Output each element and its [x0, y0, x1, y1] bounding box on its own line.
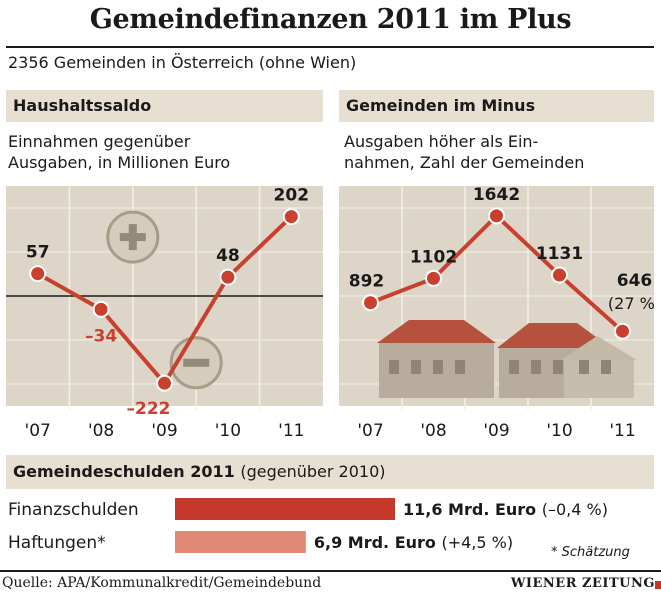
x-tick-label: '11 [278, 421, 304, 441]
title-divider [6, 46, 654, 48]
house-window [389, 360, 399, 374]
data-label: 892 [349, 272, 385, 292]
chart3-title: Gemeindeschulden 2011 [13, 462, 235, 481]
chart2-description-line: nahmen, Zahl der Gemeinden [344, 153, 585, 172]
publisher-logo: WIENER ZEITUNG [510, 576, 655, 591]
house-roof [497, 323, 611, 348]
bar-value-label: 6,9 Mrd. Euro [314, 533, 442, 552]
chart2-title: Gemeinden im Minus [346, 96, 536, 115]
chart1-header-band: Haushaltssaldo [6, 90, 323, 122]
data-point [92, 300, 110, 318]
bar-value-group: 6,9 Mrd. Euro (+4,5 %) [314, 533, 513, 552]
x-tick-label: '09 [151, 421, 177, 441]
data-label: 1131 [536, 244, 583, 264]
house-window [579, 360, 589, 374]
x-tick-label: '07 [357, 421, 383, 441]
houses-icon [377, 320, 637, 398]
x-tick-label: '10 [215, 421, 241, 441]
chart1-description-line: Einnahmen gegenüber [8, 132, 191, 151]
chart2-description-line: Ausgaben höher als Ein- [344, 132, 539, 151]
data-label: 57 [26, 243, 50, 263]
house-window [411, 360, 421, 374]
chart2-plot: 892 1102 1642 1131 646 (27 %) '07 '08 '09 '10 '11 [339, 185, 654, 441]
data-point [29, 265, 47, 283]
chart3-plot: Finanzschulden 11,6 Mrd. Euro (–0,4 %) Haf… [8, 498, 630, 560]
data-point [425, 269, 442, 287]
chart3-header: Gemeindeschulden 2011 (gegenüber 2010) [6, 455, 654, 489]
bar-change-label: (+4,5 %) [441, 533, 513, 552]
chart1-title: Haushaltssaldo [13, 96, 152, 115]
x-tick-label: '10 [546, 421, 572, 441]
house-roof [377, 320, 496, 343]
logo-mark [655, 581, 661, 589]
data-point [156, 374, 173, 392]
bar-change-label: (–0,4 %) [542, 500, 608, 519]
chart1-description: Einnahmen gegenüber Ausgaben, in Million… [8, 131, 230, 173]
source-credit: Quelle: APA/Kommunalkredit/Gemeindebund [2, 575, 322, 591]
x-tick-label: '08 [88, 421, 114, 441]
data-point [219, 268, 237, 286]
data-label: –222 [127, 399, 171, 419]
footer-divider [0, 570, 661, 572]
plus-icon-bar [128, 224, 137, 251]
data-point [282, 208, 300, 226]
data-label: 48 [216, 246, 240, 266]
bar [175, 531, 306, 553]
chart2-description: Ausgaben höher als Ein- nahmen, Zahl der… [344, 131, 584, 173]
house-window [531, 360, 541, 374]
data-point [551, 266, 568, 284]
chart2-header-band: Gemeinden im Minus [339, 90, 654, 122]
bar [175, 498, 395, 520]
x-tick-label: '08 [420, 421, 446, 441]
bar-value-label: 11,6 Mrd. Euro [403, 500, 542, 519]
chart1-plot: 57 –34 –222 48 202 '07 '08 '09 '10 '11 [6, 186, 323, 441]
x-tick-label: '11 [609, 421, 635, 441]
house-roof [561, 336, 637, 360]
data-label: –34 [85, 326, 117, 346]
plus-circle-icon [106, 210, 160, 264]
data-label: 1642 [473, 185, 520, 205]
house-window [601, 360, 611, 374]
data-label: 646 [617, 271, 653, 291]
bar-category-label: Haftungen* [8, 533, 106, 553]
house-window [455, 360, 465, 374]
data-point [362, 294, 379, 312]
page-title: Gemeindefinanzen 2011 im Plus [89, 4, 572, 35]
data-label: 202 [274, 186, 310, 206]
house-window [509, 360, 519, 374]
chart3-title-suffix: (gegenüber 2010) [240, 462, 386, 481]
data-point [488, 207, 505, 225]
house-window [553, 360, 563, 374]
house-wall [564, 360, 634, 398]
x-tick-label: '09 [483, 421, 509, 441]
footnote: * Schätzung [551, 545, 630, 560]
data-annotation: (27 %) [608, 294, 654, 313]
house-window [433, 360, 443, 374]
page-subtitle: 2356 Gemeinden in Österreich (ohne Wien) [8, 53, 357, 72]
data-label: 1102 [410, 247, 457, 267]
chart1-description-line: Ausgaben, in Millionen Euro [8, 153, 231, 172]
bar-category-label: Finanzschulden [8, 500, 139, 520]
x-tick-label: '07 [25, 421, 51, 441]
data-point [614, 322, 631, 340]
chart3-header-band: Gemeindeschulden 2011 (gegenüber 2010) [6, 455, 654, 489]
bar-value-group: 11,6 Mrd. Euro (–0,4 %) [403, 500, 608, 519]
minus-icon-bar [183, 358, 210, 367]
